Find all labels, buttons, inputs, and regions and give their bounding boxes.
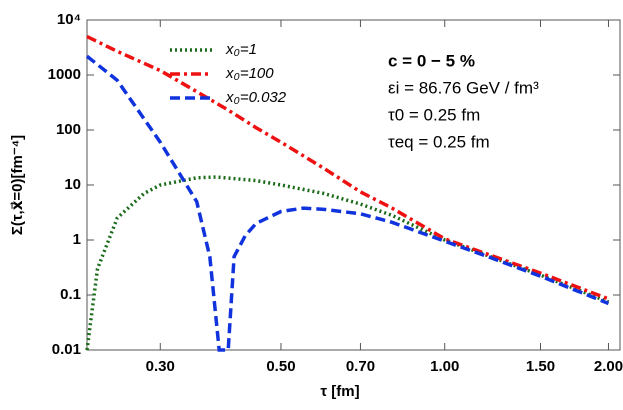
x-axis-label: τ [fm] — [320, 383, 359, 400]
plot-frame — [86, 19, 621, 351]
annotation: τ0 = 0.25 fm — [388, 105, 480, 124]
x-tick-label: 0.70 — [346, 358, 375, 375]
annotation: c = 0 − 5 % — [388, 51, 475, 70]
y-axis-label: Σ(τ,x⃗=0)[fm⁻⁴] — [9, 135, 26, 235]
x-tick-label: 0.50 — [266, 358, 295, 375]
y-tick-label: 1000 — [48, 66, 81, 83]
y-tick-label: 1 — [73, 231, 81, 248]
series-line — [85, 175, 610, 351]
series-line — [86, 35, 610, 301]
x-tick-label: 1.50 — [526, 358, 555, 375]
annotation: τeq = 0.25 fm — [388, 132, 490, 151]
annotation: εi = 86.76 GeV / fm³ — [388, 78, 539, 97]
y-tick-label: 10⁴ — [57, 11, 81, 28]
x-tick-label: 1.00 — [430, 358, 459, 375]
y-tick-label: 0.01 — [52, 341, 81, 358]
x-tick-label: 0.30 — [146, 358, 175, 375]
x-tick-label: 2.00 — [594, 358, 623, 375]
y-tick-label: 0.1 — [60, 286, 81, 303]
series-line — [85, 54, 610, 352]
y-tick-label: 100 — [56, 121, 81, 138]
legend-label: x₀=100 — [225, 65, 274, 82]
y-tick-label: 10 — [64, 176, 81, 193]
legend-label: x₀=1 — [225, 41, 257, 58]
legend-label: x₀=0.032 — [225, 89, 287, 106]
